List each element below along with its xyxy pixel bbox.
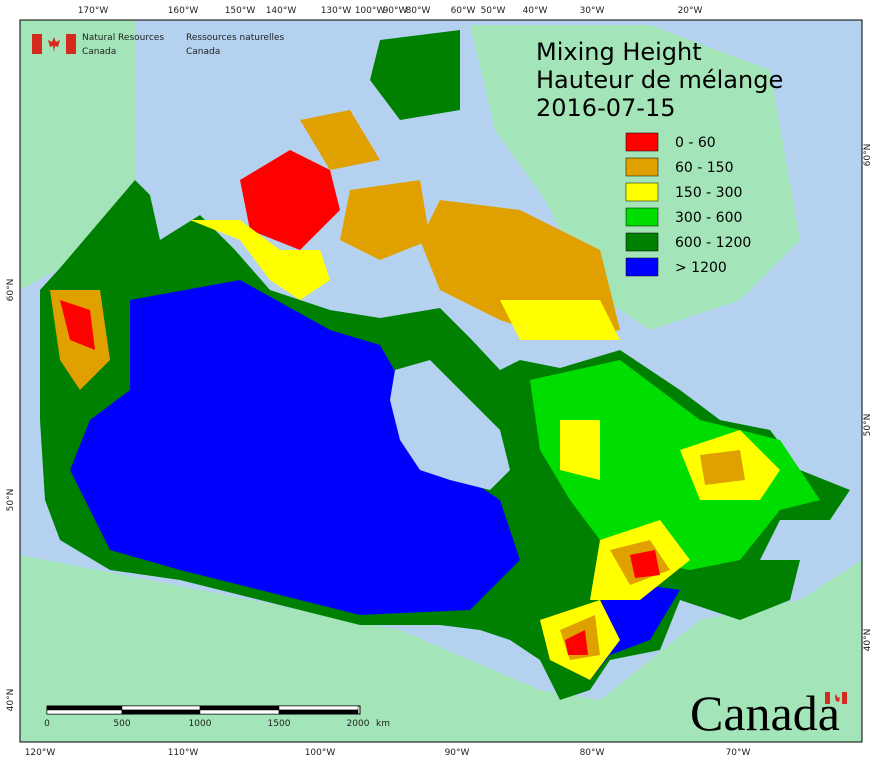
map-body bbox=[20, 20, 862, 742]
scale-label: 2000 bbox=[347, 719, 370, 729]
scale-segment bbox=[121, 705, 201, 711]
latitude-label: 40°N bbox=[6, 689, 16, 712]
longitude-label: 100°W bbox=[355, 6, 386, 16]
longitude-label: 130°W bbox=[321, 6, 352, 16]
legend-swatch bbox=[625, 182, 659, 202]
frame-border bbox=[19, 19, 863, 743]
latitude-label: 60°N bbox=[6, 279, 16, 302]
legend-label: 150 - 300 bbox=[675, 185, 742, 201]
agency-en: Natural Resources bbox=[82, 33, 164, 43]
longitude-label: 100°W bbox=[305, 748, 336, 758]
scale-segment bbox=[278, 709, 359, 715]
scale-segment bbox=[199, 709, 280, 715]
island-orange bbox=[300, 110, 430, 260]
legend-swatch bbox=[625, 232, 659, 252]
scale-label: 0 bbox=[44, 719, 50, 729]
agency-fr: Ressources naturelles bbox=[186, 33, 285, 43]
latitude-label: 60°N bbox=[863, 144, 873, 167]
flag-bar bbox=[66, 34, 76, 54]
longitude-label: 120°W bbox=[25, 748, 56, 758]
longitude-label: 140°W bbox=[266, 6, 297, 16]
longitude-label: 80°W bbox=[580, 748, 605, 758]
maple-leaf bbox=[835, 694, 840, 702]
longitude-label: 170°W bbox=[78, 6, 109, 16]
scale-segment bbox=[46, 709, 123, 715]
scale-label: 1000 bbox=[189, 719, 212, 729]
scale-segment bbox=[278, 705, 359, 711]
hudson-bay bbox=[390, 360, 510, 490]
longitude-label: 70°W bbox=[726, 748, 751, 758]
legend-swatch bbox=[625, 207, 659, 227]
legend-swatch bbox=[625, 257, 659, 277]
wordmark: Canada bbox=[690, 685, 840, 741]
longitude-label: 150°W bbox=[225, 6, 256, 16]
legend-swatch bbox=[625, 157, 659, 177]
longitude-label: 50°W bbox=[481, 6, 506, 16]
legend-label: 0 - 60 bbox=[675, 135, 716, 151]
flag-bar bbox=[842, 692, 847, 704]
latitude-label: 50°N bbox=[863, 414, 873, 437]
zone-green bbox=[530, 360, 820, 570]
flag-bar bbox=[825, 692, 830, 704]
longitude-label: 160°W bbox=[168, 6, 199, 16]
title: Mixing Height bbox=[536, 38, 702, 66]
legend-swatch bbox=[625, 132, 659, 152]
greenland bbox=[470, 25, 800, 330]
legend-label: 300 - 600 bbox=[675, 210, 742, 226]
scale-label: 1500 bbox=[268, 719, 291, 729]
longitude-label: 80°W bbox=[406, 6, 431, 16]
flag-bar bbox=[32, 34, 42, 54]
island-red bbox=[240, 150, 340, 250]
zone-blue bbox=[70, 280, 520, 615]
scale-segment bbox=[199, 705, 280, 711]
scale-unit: km bbox=[376, 719, 390, 729]
zone-yellow bbox=[540, 420, 780, 680]
usa bbox=[20, 555, 862, 742]
graticule-labels: 170°W 160°W 150°W 140°W 130°W 100°W90°W80°W 60… bbox=[6, 6, 873, 758]
longitude-label: 40°W bbox=[523, 6, 548, 16]
canada-wordmark: Canada bbox=[690, 685, 847, 741]
scale-segment bbox=[46, 705, 123, 711]
zone-yellow bbox=[500, 300, 620, 340]
latitude-label: 40°N bbox=[863, 629, 873, 652]
longitude-label: 30°W bbox=[580, 6, 605, 16]
longitude-label: 60°W bbox=[451, 6, 476, 16]
legend-label: > 1200 bbox=[675, 260, 727, 276]
longitude-label: 90°W bbox=[383, 6, 408, 16]
longitude-label: 110°W bbox=[168, 748, 199, 758]
scale-bar: 0 500 1000 1500 2000 km bbox=[44, 705, 390, 729]
latitude-label: 50°N bbox=[6, 489, 16, 512]
nrcan-logo: Natural Resources Canada Ressources natu… bbox=[32, 33, 285, 57]
alaska bbox=[20, 20, 135, 290]
legend-label: 600 - 1200 bbox=[675, 235, 751, 251]
title: 2016-07-15 bbox=[536, 94, 675, 122]
legend: 0 - 60 60 - 150 150 - 300 300 - 600 600 - 12… bbox=[625, 132, 751, 277]
longitude-label: 20°W bbox=[678, 6, 703, 16]
island-green bbox=[370, 30, 460, 120]
agency-en: Canada bbox=[82, 47, 116, 57]
scale-label: 500 bbox=[113, 719, 130, 729]
maple-leaf bbox=[48, 37, 60, 52]
legend-label: 60 - 150 bbox=[675, 160, 734, 176]
title: Hauteur de mélange bbox=[536, 66, 783, 94]
longitude-label: 90°W bbox=[445, 748, 470, 758]
scale-segment bbox=[121, 709, 201, 715]
zone-yellow bbox=[190, 220, 330, 300]
agency-fr: Canada bbox=[186, 47, 220, 57]
